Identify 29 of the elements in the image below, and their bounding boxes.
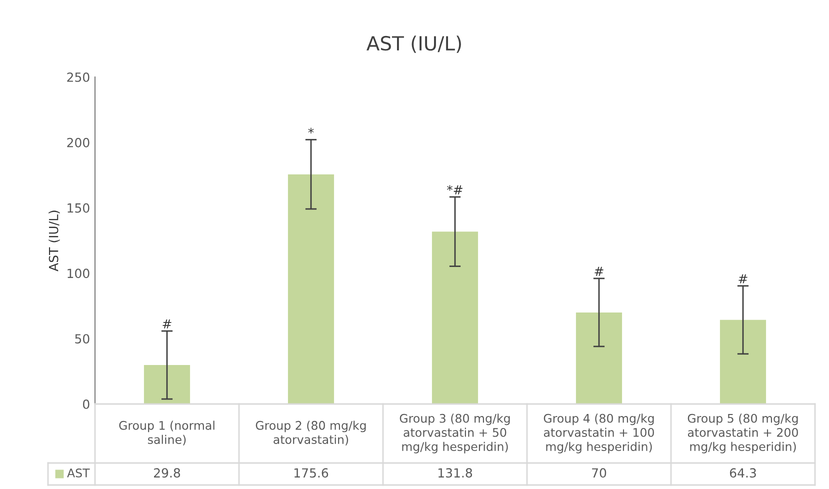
bar [288, 174, 334, 404]
x-tick-label: Group 3 (80 mg/kg atorvastatin + 50 mg/kg hesperidin) [400, 414, 510, 454]
y-tick-label: 0 [83, 399, 90, 409]
data-label: 131.8 [438, 468, 472, 478]
x-tick-label: Group 2 (80 mg/kg atorvastatin) [256, 420, 366, 446]
data-label: 175.6 [294, 468, 328, 478]
x-tick-label: Group 1 (normal saline) [119, 420, 214, 446]
annotation: * [308, 128, 314, 134]
data-label: 64.3 [730, 468, 756, 478]
y-tick-label: 250 [67, 72, 90, 82]
bar [576, 312, 622, 404]
data-label: 29.8 [154, 468, 180, 478]
legend-label: AST [67, 468, 90, 478]
bar [720, 320, 766, 404]
y-tick-label: 100 [68, 268, 90, 278]
annotation: *# [447, 185, 462, 194]
x-tick-label: Group 5 (80 mg/kg atorvastatin + 200 mg/kg hesperidin) [688, 414, 798, 454]
x-tick-label: Group 4 (80 mg/kg atorvastatin + 100 mg/kg hesperidin) [544, 414, 654, 454]
y-axis-title: AST (IU/L) [48, 210, 60, 272]
bar [144, 365, 190, 404]
y-tick-label: 150 [68, 203, 90, 213]
y-tick-label: 200 [67, 138, 90, 148]
annotation: # [162, 319, 172, 328]
bar [432, 232, 478, 404]
y-tick-label: 50 [75, 334, 90, 344]
data-label: 70 [592, 468, 606, 478]
chart-title: AST (IU/L) [366, 36, 461, 53]
annotation: # [594, 266, 604, 276]
annotation: # [738, 274, 748, 284]
